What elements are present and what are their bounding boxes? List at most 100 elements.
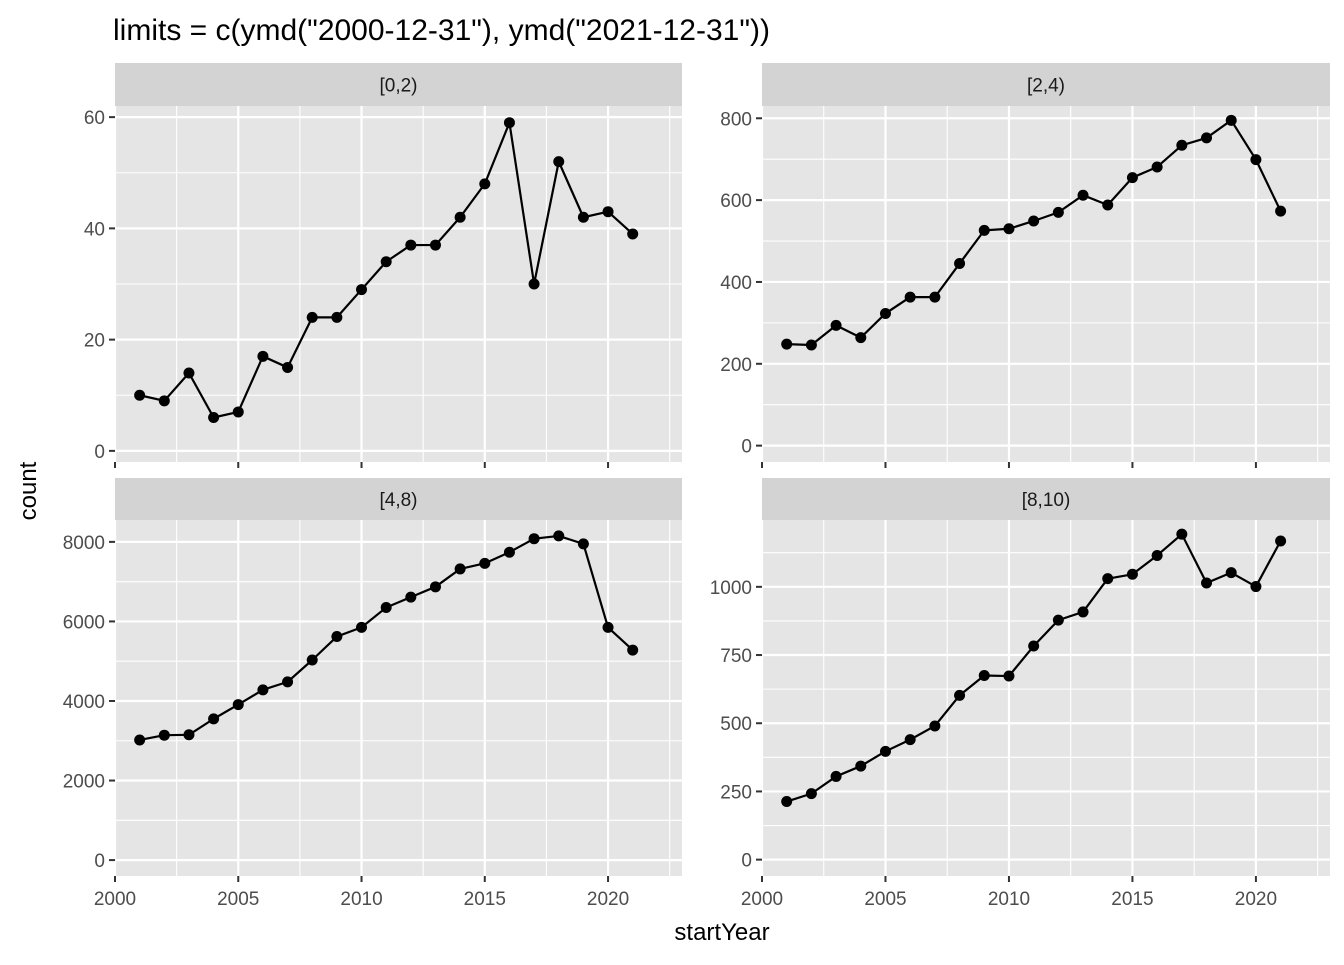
x-tick-label: 2005 bbox=[864, 889, 906, 910]
data-point bbox=[1275, 205, 1287, 217]
data-point bbox=[1126, 172, 1138, 184]
data-point bbox=[158, 729, 170, 741]
facet-strip-label: [8,10) bbox=[1022, 490, 1071, 511]
data-point bbox=[454, 563, 466, 575]
facet-strip-label: [2,4) bbox=[1027, 76, 1065, 97]
data-point bbox=[454, 211, 466, 223]
data-point bbox=[405, 239, 417, 251]
data-point bbox=[904, 734, 916, 746]
y-tick-label: 250 bbox=[720, 782, 752, 803]
y-tick-label: 40 bbox=[84, 219, 105, 240]
data-point bbox=[1201, 132, 1213, 144]
data-point bbox=[158, 395, 170, 407]
panel-background bbox=[762, 520, 1330, 876]
data-point bbox=[503, 117, 515, 129]
data-point bbox=[627, 228, 639, 240]
data-point bbox=[1052, 614, 1064, 626]
y-tick-label: 0 bbox=[94, 442, 105, 463]
data-point bbox=[553, 156, 565, 168]
y-tick-label: 60 bbox=[84, 108, 105, 129]
y-tick-label: 1000 bbox=[710, 578, 752, 599]
x-tick-label: 2020 bbox=[1235, 889, 1277, 910]
data-point bbox=[1003, 223, 1015, 235]
data-point bbox=[134, 389, 146, 401]
data-point bbox=[503, 546, 515, 558]
data-point bbox=[380, 602, 392, 614]
facet-strip bbox=[762, 478, 1330, 520]
data-point bbox=[830, 770, 842, 782]
y-tick-label: 0 bbox=[741, 851, 752, 872]
data-point bbox=[208, 412, 220, 423]
data-point bbox=[356, 621, 368, 633]
data-point bbox=[405, 591, 417, 603]
y-tick-label: 750 bbox=[720, 646, 752, 667]
data-point bbox=[479, 178, 491, 190]
facet-panel-1: [0,2) 0 20 40 60 bbox=[84, 63, 682, 468]
data-point bbox=[380, 256, 392, 268]
y-tick-label: 800 bbox=[720, 109, 752, 130]
data-point bbox=[429, 239, 441, 251]
facet-panels: [0,2) 0 20 40 60 [2,4) 0 200 400 600 800 [4,8) 0 2000… bbox=[63, 63, 1330, 910]
data-point bbox=[1225, 567, 1237, 579]
facet-strip bbox=[115, 478, 682, 520]
data-point bbox=[331, 311, 343, 323]
data-point bbox=[781, 796, 793, 808]
data-point bbox=[978, 224, 990, 236]
y-tick-label: 0 bbox=[94, 851, 105, 872]
data-point bbox=[306, 311, 318, 323]
data-point bbox=[602, 206, 614, 218]
data-point bbox=[183, 729, 195, 741]
data-point bbox=[208, 713, 220, 725]
y-tick-label: 2000 bbox=[63, 772, 105, 793]
data-point bbox=[134, 734, 146, 746]
data-point bbox=[183, 367, 195, 379]
chart-title: limits = c(ymd("2000-12-31"), ymd("2021-… bbox=[113, 14, 770, 47]
data-point bbox=[429, 581, 441, 593]
data-point bbox=[781, 338, 793, 350]
x-tick-label: 2010 bbox=[988, 889, 1030, 910]
panel-background bbox=[762, 106, 1330, 462]
data-point bbox=[1077, 189, 1089, 201]
data-point bbox=[805, 339, 817, 351]
facet-panel-4: [8,10) 0 250 500 750 1000 2000 2005 2010 2015 2020 bbox=[710, 478, 1330, 910]
data-point bbox=[1052, 206, 1064, 218]
y-tick-label: 600 bbox=[720, 191, 752, 212]
y-tick-label: 20 bbox=[84, 331, 105, 352]
panel-background bbox=[115, 520, 682, 876]
data-point bbox=[1176, 139, 1188, 151]
facet-strip bbox=[762, 63, 1330, 106]
data-point bbox=[929, 291, 941, 303]
y-tick-label: 200 bbox=[720, 355, 752, 376]
data-point bbox=[1176, 528, 1188, 540]
data-point bbox=[1225, 114, 1237, 126]
y-tick-label: 0 bbox=[741, 437, 752, 458]
data-point bbox=[954, 258, 966, 270]
data-point bbox=[1250, 581, 1262, 593]
data-point bbox=[528, 533, 540, 545]
facet-strip-label: [0,2) bbox=[379, 76, 417, 97]
facet-panel-2: [2,4) 0 200 400 600 800 bbox=[720, 63, 1330, 468]
y-tick-label: 8000 bbox=[63, 533, 105, 554]
facet-panel-3: [4,8) 0 2000 4000 6000 8000 2000 2005 2010 2015 20… bbox=[63, 478, 682, 910]
data-point bbox=[1275, 535, 1287, 547]
data-point bbox=[257, 684, 269, 696]
x-tick-label: 2000 bbox=[94, 889, 136, 910]
data-point bbox=[879, 745, 891, 757]
data-point bbox=[929, 720, 941, 732]
data-point bbox=[1028, 640, 1040, 652]
x-tick-label: 2015 bbox=[464, 889, 506, 910]
data-point bbox=[879, 307, 891, 319]
data-point bbox=[306, 654, 318, 666]
data-point bbox=[577, 538, 589, 550]
data-point bbox=[830, 319, 842, 331]
data-point bbox=[904, 291, 916, 303]
data-point bbox=[356, 284, 368, 296]
y-tick-label: 500 bbox=[720, 714, 752, 735]
x-tick-label: 2020 bbox=[587, 889, 629, 910]
facet-strip-label: [4,8) bbox=[379, 490, 417, 511]
x-tick-label: 2010 bbox=[340, 889, 382, 910]
x-axis-title: startYear bbox=[674, 919, 769, 946]
data-point bbox=[528, 278, 540, 290]
data-point bbox=[805, 788, 817, 800]
